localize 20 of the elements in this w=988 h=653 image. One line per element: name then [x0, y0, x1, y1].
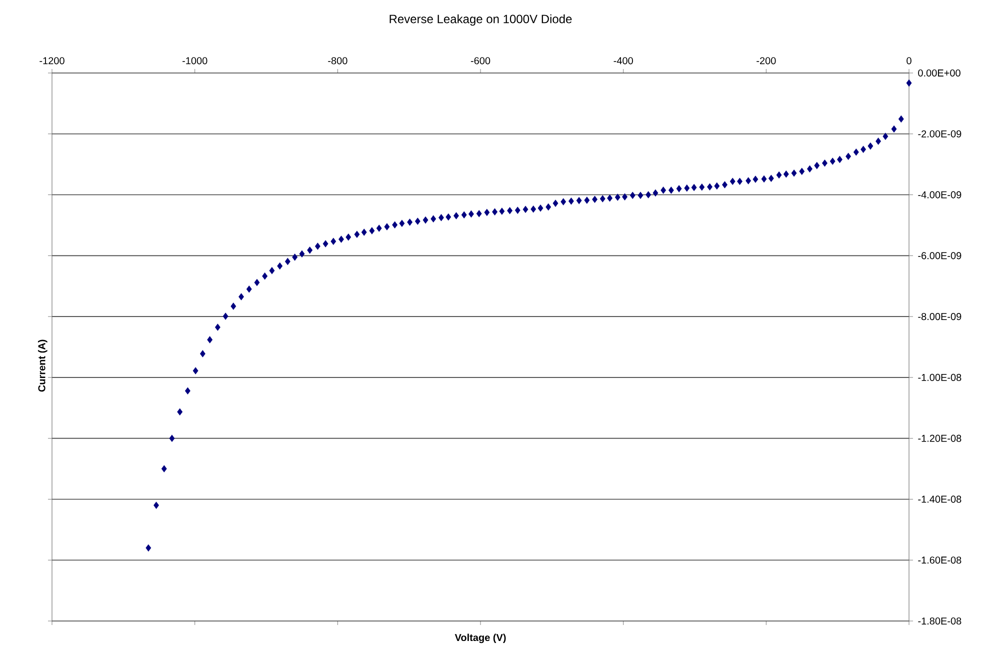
- x-tick-label: -1000: [182, 57, 208, 64]
- x-axis-title: Voltage (V): [454, 634, 506, 644]
- y-tick-label: 0.00E+00: [918, 69, 960, 77]
- chart-title: Reverse Leakage on 1000V Diode: [390, 14, 572, 26]
- x-tick-label: -800: [328, 57, 348, 64]
- x-tick-label: -600: [470, 57, 490, 64]
- y-axis-title: Current (A): [38, 340, 48, 392]
- x-tick-label: 0: [906, 57, 912, 64]
- y-tick-label: -1.00E-08: [918, 374, 962, 381]
- y-tick-label: -8.00E-09: [918, 313, 962, 320]
- x-tick-label: -1200: [40, 57, 64, 64]
- y-tick-label: -6.00E-09: [918, 252, 962, 260]
- x-tick-label: -400: [614, 57, 633, 64]
- y-tick-label: -1.80E-08: [918, 617, 962, 625]
- x-tick-label: -200: [756, 57, 776, 64]
- y-tick-label: -1.60E-08: [918, 556, 962, 564]
- y-tick-label: -1.40E-08: [918, 496, 962, 503]
- y-tick-label: -4.00E-09: [918, 191, 962, 198]
- y-tick-label: -1.20E-08: [918, 434, 962, 442]
- y-tick-label: -2.00E-09: [918, 130, 962, 138]
